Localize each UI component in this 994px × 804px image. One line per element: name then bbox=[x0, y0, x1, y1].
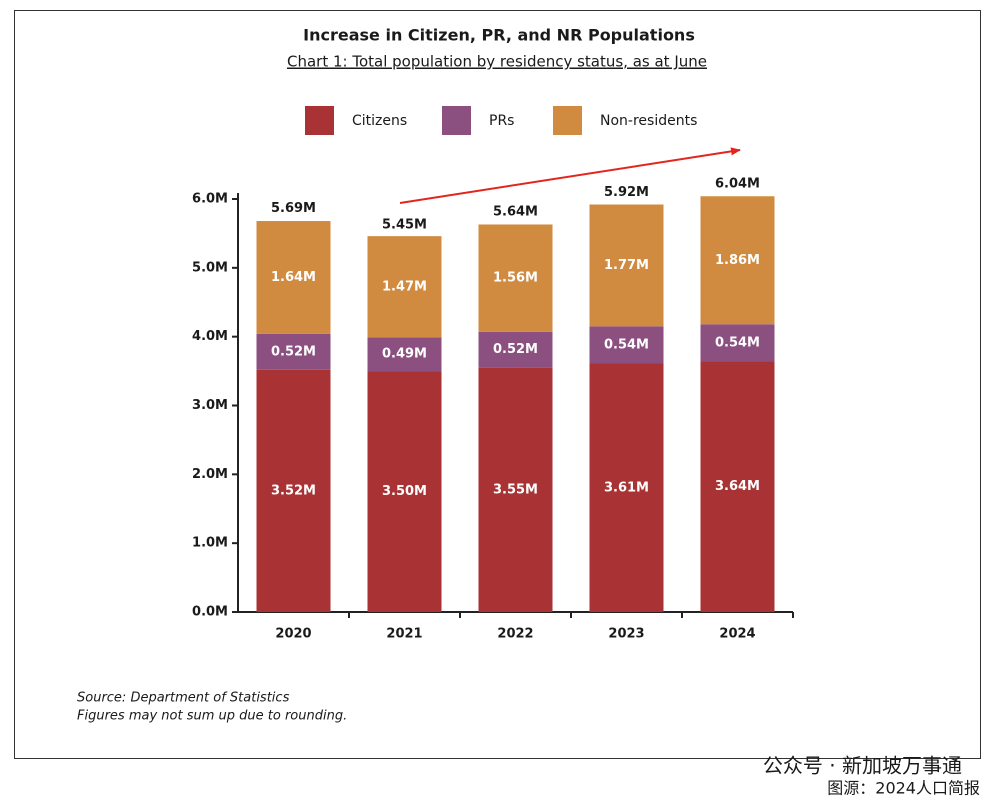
segment-label: 0.54M bbox=[715, 335, 760, 350]
total-label: 5.64M bbox=[493, 204, 538, 219]
bar-segment bbox=[478, 224, 553, 332]
bar-segment bbox=[367, 236, 442, 338]
legend-label: Citizens bbox=[352, 113, 407, 129]
legend-label: PRs bbox=[489, 113, 514, 129]
segment-label: 1.86M bbox=[715, 253, 760, 268]
segment-label: 0.52M bbox=[493, 342, 538, 357]
segment-label: 1.77M bbox=[604, 258, 649, 273]
legend-swatch bbox=[442, 106, 471, 135]
segment-label: 1.64M bbox=[271, 270, 316, 285]
y-tick-label: 2.0M bbox=[192, 467, 228, 482]
bar-segment bbox=[589, 326, 664, 364]
y-tick-label: 1.0M bbox=[192, 536, 228, 551]
x-tick-label: 2020 bbox=[275, 627, 311, 642]
segment-label: 3.50M bbox=[382, 484, 427, 499]
x-tick-label: 2022 bbox=[497, 627, 533, 642]
source: Source: Department of Statistics bbox=[77, 691, 290, 706]
legend-swatch bbox=[305, 106, 334, 135]
y-tick-label: 5.0M bbox=[192, 260, 228, 275]
total-label: 5.45M bbox=[382, 217, 427, 232]
bar-segment bbox=[478, 331, 553, 368]
total-label: 6.04M bbox=[715, 177, 760, 192]
bar-segment bbox=[589, 204, 664, 327]
bar-segment bbox=[367, 337, 442, 372]
segment-label: 1.47M bbox=[382, 279, 427, 294]
segment-label: 0.52M bbox=[271, 344, 316, 359]
bar-segment bbox=[589, 363, 664, 612]
segment-label: 1.56M bbox=[493, 271, 538, 286]
bar-segment bbox=[700, 324, 775, 362]
bar-segment bbox=[256, 333, 331, 370]
y-tick-label: 3.0M bbox=[192, 398, 228, 413]
image-credit: 图源：2024人口简报 bbox=[827, 779, 980, 798]
bar-segment bbox=[256, 221, 331, 334]
bar-segment bbox=[700, 196, 775, 325]
chart-title: Increase in Citizen, PR, and NR Populati… bbox=[303, 26, 695, 45]
bar-segment bbox=[256, 369, 331, 612]
y-tick-label: 4.0M bbox=[192, 329, 228, 344]
watermark: 公众号 · 新加坡万事通 bbox=[763, 754, 962, 778]
segment-label: 0.54M bbox=[604, 337, 649, 352]
total-label: 5.69M bbox=[271, 201, 316, 216]
y-tick-label: 0.0M bbox=[192, 605, 228, 620]
x-tick-label: 2024 bbox=[719, 627, 755, 642]
bar-segment bbox=[367, 371, 442, 612]
segment-label: 3.52M bbox=[271, 483, 316, 498]
trend-arrow bbox=[399, 147, 741, 204]
segment-label: 3.55M bbox=[493, 482, 538, 497]
segment-label: 3.61M bbox=[604, 480, 649, 495]
bar-segment bbox=[478, 367, 553, 612]
total-label: 5.92M bbox=[604, 185, 649, 200]
segment-label: 0.49M bbox=[382, 347, 427, 362]
legend-swatch bbox=[553, 106, 582, 135]
x-tick-label: 2021 bbox=[386, 627, 422, 642]
bar-segment bbox=[700, 361, 775, 612]
note: Figures may not sum up due to rounding. bbox=[77, 709, 347, 724]
segment-label: 3.64M bbox=[715, 479, 760, 494]
legend-label: Non-residents bbox=[600, 113, 697, 129]
x-tick-label: 2023 bbox=[608, 627, 644, 642]
chart-subtitle: Chart 1: Total population by residency s… bbox=[287, 53, 707, 71]
y-tick-label: 6.0M bbox=[192, 192, 228, 207]
